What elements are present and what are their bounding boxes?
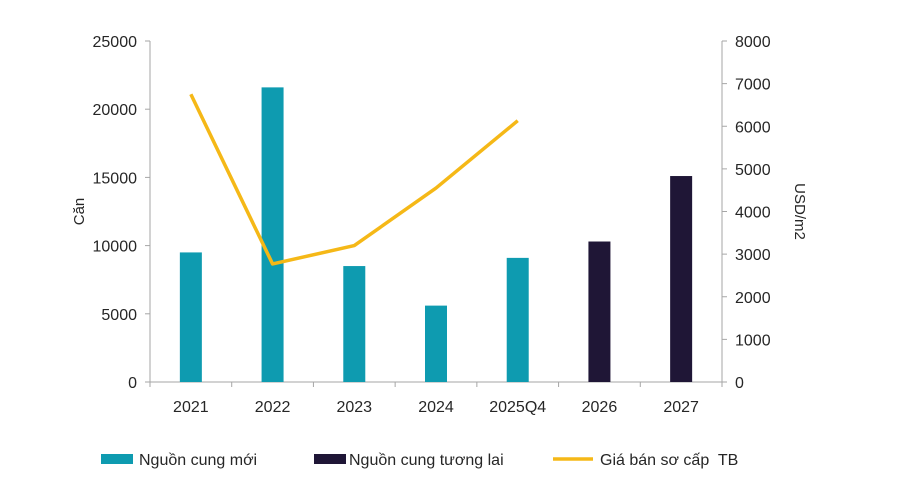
- tick-labels: 0 5000 10000 15000 20000 25000 0 1000 2000 3000 40…: [71, 34, 808, 416]
- bar-nguồn-cung-mới-2025q4: [506, 257, 529, 382]
- y-right-tick-label: 2000: [735, 290, 771, 307]
- bar-nguồn-cung-tương-lai-2026: [588, 241, 611, 382]
- legend-label: Nguồn cung tương lai: [349, 452, 504, 469]
- bars: [179, 87, 693, 382]
- bar-nguồn-cung-tương-lai-2027: [670, 176, 693, 382]
- y-right-tick-label: 0: [735, 375, 744, 392]
- x-tick-label: 2027: [663, 399, 699, 416]
- y-left-tick-label: 25000: [93, 34, 138, 51]
- y-left-tick-label: 0: [128, 375, 137, 392]
- x-tick-label: 2026: [582, 399, 618, 416]
- x-tick-label: 2022: [255, 399, 291, 416]
- y-right-tick-label: 5000: [735, 162, 771, 179]
- y-right-tick-label: 7000: [735, 77, 771, 94]
- legend-label: Nguồn cung mới: [139, 452, 257, 469]
- line-series: [189, 93, 519, 266]
- y-right-tick-label: 1000: [735, 332, 771, 349]
- y-right-tick-label: 8000: [735, 34, 771, 51]
- y-left-tick-label: 10000: [93, 239, 138, 256]
- y-left-tick-label: 20000: [93, 102, 138, 119]
- legend: Nguồn cung mới Nguồn cung tương lai Giá bá…: [101, 452, 738, 469]
- y-left-tick-label: 15000: [93, 170, 138, 187]
- bar-nguồn-cung-mới-2022: [261, 87, 284, 382]
- bar-nguồn-cung-mới-2023: [343, 266, 366, 382]
- legend-swatch: [101, 454, 133, 464]
- y-left-tick-label: 5000: [101, 307, 137, 324]
- y2-axis-title: USD/m2: [791, 183, 808, 240]
- x-tick-label: 2023: [336, 399, 372, 416]
- y-right-tick-label: 3000: [735, 247, 771, 264]
- legend-swatch: [314, 454, 346, 464]
- x-tick-label: 2021: [173, 399, 209, 416]
- legend-label: Giá bán sơ cấp TB: [600, 452, 738, 469]
- y-right-tick-label: 4000: [735, 205, 771, 222]
- bar-nguồn-cung-mới-2021: [179, 252, 202, 382]
- y-axis-title: Căn: [71, 198, 88, 226]
- y-right-tick-label: 6000: [735, 119, 771, 136]
- line-gia-ban: [189, 93, 519, 266]
- bar-nguồn-cung-mới-2024: [425, 305, 447, 382]
- x-tick-label: 2024: [418, 399, 454, 416]
- x-tick-label: 2025Q4: [489, 399, 546, 416]
